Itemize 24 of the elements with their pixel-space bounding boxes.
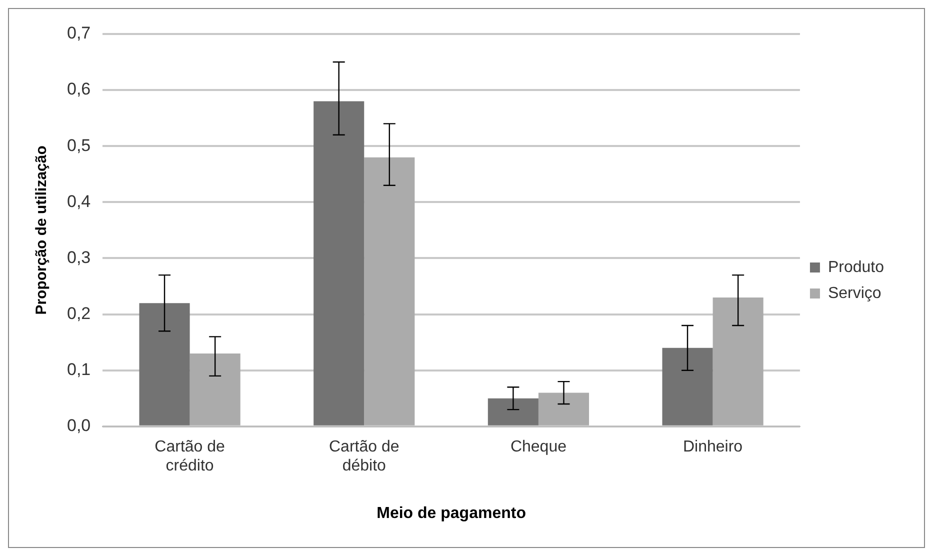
y-tick-label: 0,3: [66, 248, 91, 267]
bar: [364, 157, 415, 426]
bar: [139, 303, 190, 426]
y-tick-label: 0,2: [66, 304, 91, 323]
x-tick-label: Cartão de crédito: [154, 438, 226, 475]
y-tick-label: 0,0: [66, 416, 91, 436]
legend-label: Produto: [828, 258, 884, 276]
x-axis-title: Meio de pagamento: [376, 504, 526, 522]
bar: [488, 398, 538, 426]
x-tick-label: Dinheiro: [683, 438, 743, 456]
y-tick-label: 0,4: [66, 192, 91, 211]
y-tick-label: 0,6: [66, 80, 91, 99]
y-tick-label: 0,1: [66, 360, 91, 380]
y-tick-label: 0,5: [66, 136, 91, 155]
y-axis-title: Proporção de utilização: [33, 146, 50, 315]
bar: [662, 348, 713, 426]
bar: [538, 392, 590, 426]
bar: [190, 354, 240, 426]
x-tick-label: Cheque: [510, 438, 567, 456]
y-tick-label: 0,7: [66, 24, 91, 43]
x-tick-label: Cartão de débito: [329, 438, 400, 475]
legend-label: Serviço: [828, 284, 882, 302]
bar: [712, 297, 764, 426]
bar: [314, 101, 364, 426]
